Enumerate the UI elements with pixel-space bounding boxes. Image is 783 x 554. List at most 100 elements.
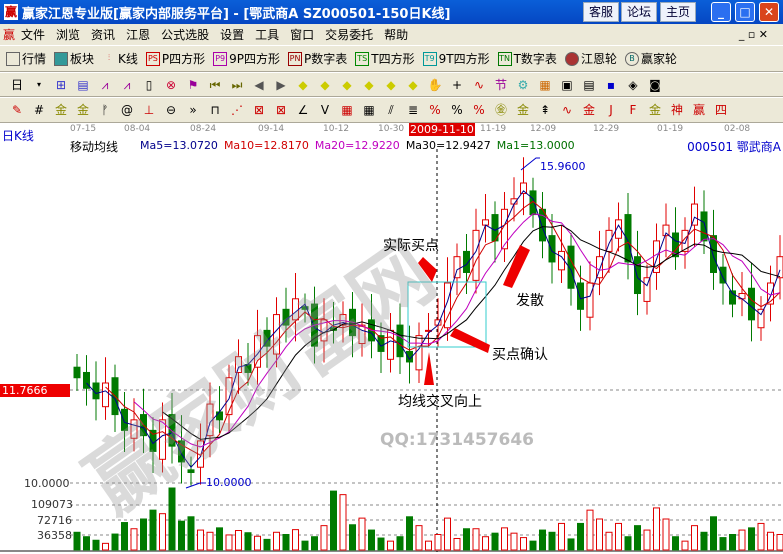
- table-icon[interactable]: ≣: [407, 103, 419, 117]
- gold-icon[interactable]: 金: [54, 103, 67, 117]
- mdi-controls-icon[interactable]: _ ▫ ✕: [738, 28, 768, 41]
- toolbar-9p-square[interactable]: P9 9P四方形: [213, 50, 280, 67]
- menu-tools[interactable]: 工具: [255, 28, 280, 42]
- chart3-icon[interactable]: ⩘: [101, 77, 109, 92]
- move-left-icon[interactable]: ◆: [298, 77, 308, 92]
- arrow-icon[interactable]: ⇞: [539, 103, 551, 117]
- circle-icon[interactable]: ⊖: [165, 103, 177, 117]
- move-right-icon[interactable]: ◆: [320, 77, 330, 92]
- volume-bar: [197, 529, 204, 551]
- last-icon[interactable]: ⏭: [231, 77, 243, 92]
- zoom-in-icon[interactable]: ◆: [342, 77, 352, 92]
- forum-button[interactable]: 论坛: [621, 2, 657, 22]
- report-icon[interactable]: ▤: [583, 77, 595, 92]
- toolbar-kline[interactable]: ⫶ K线: [102, 50, 138, 67]
- gold2-icon[interactable]: 金: [76, 103, 89, 117]
- angle-icon[interactable]: ∠: [297, 103, 309, 117]
- grid-icon[interactable]: ▦: [341, 103, 353, 117]
- toolbar-sector[interactable]: 板块: [54, 50, 94, 67]
- maximize-icon[interactable]: □: [735, 2, 755, 22]
- box-icon[interactable]: ⊓: [210, 103, 220, 117]
- menu-gann[interactable]: 江恩: [126, 28, 151, 42]
- minimize-icon[interactable]: _: [711, 2, 731, 22]
- v-icon[interactable]: V: [320, 103, 330, 117]
- network-icon[interactable]: ◈: [628, 77, 638, 92]
- period-select[interactable]: 日: [10, 77, 23, 92]
- save-icon[interactable]: ▪: [606, 77, 616, 92]
- calculator-icon[interactable]: ▣: [561, 77, 573, 92]
- line-icon[interactable]: ∿: [473, 77, 485, 92]
- toolbar-t-square[interactable]: TS T四方形: [355, 50, 415, 67]
- cycle-icon[interactable]: ⚙: [517, 77, 529, 92]
- notes-icon[interactable]: ▤: [77, 77, 89, 92]
- grid2-icon[interactable]: ▦: [363, 103, 375, 117]
- volume-bar: [767, 531, 774, 551]
- expand-icon[interactable]: ◆: [386, 77, 396, 92]
- candle-body: [339, 314, 347, 326]
- kline-chart[interactable]: [0, 137, 783, 554]
- menu-formula[interactable]: 公式选股: [161, 28, 210, 42]
- gann-icon[interactable]: ⊗: [165, 77, 177, 92]
- gold-lines-icon[interactable]: 金: [516, 103, 529, 117]
- flag-icon[interactable]: ⚑: [187, 77, 199, 92]
- candle-body: [558, 250, 565, 271]
- toolbar-p-square[interactable]: PS P四方形: [145, 50, 205, 67]
- hand-icon[interactable]: ✋: [427, 77, 443, 92]
- gold-red-icon[interactable]: 金: [582, 103, 595, 117]
- menu-info[interactable]: 资讯: [91, 28, 116, 42]
- gann-box-icon[interactable]: ⊠: [253, 103, 265, 117]
- toolbar-gann-wheel[interactable]: 江恩轮: [564, 50, 617, 67]
- prev-icon[interactable]: ◀: [254, 77, 264, 92]
- node-icon[interactable]: 节: [494, 77, 507, 92]
- label: 江恩轮: [580, 52, 617, 66]
- calendar-icon[interactable]: ▦: [539, 77, 551, 92]
- volume-bar: [463, 528, 470, 551]
- percent-lines-icon[interactable]: %: [473, 103, 485, 117]
- gold-circle-icon[interactable]: ㊎: [494, 103, 507, 117]
- four-icon[interactable]: 四: [714, 103, 727, 117]
- gann-fan-icon[interactable]: ⋰: [231, 103, 243, 117]
- wave-icon[interactable]: ∿: [561, 103, 573, 117]
- pen-icon[interactable]: ✎: [11, 103, 23, 117]
- menu-window[interactable]: 窗口: [290, 28, 315, 42]
- ruler-icon[interactable]: ⊥: [143, 103, 155, 117]
- connect-icon[interactable]: ◙: [649, 77, 661, 92]
- winner-icon[interactable]: 赢: [692, 103, 705, 117]
- crosshair-icon[interactable]: +: [451, 77, 463, 92]
- spiral-icon[interactable]: @: [121, 103, 133, 117]
- menu-browse[interactable]: 浏览: [56, 28, 81, 42]
- candle-type-icon[interactable]: ▯: [145, 77, 153, 92]
- menu-help[interactable]: 帮助: [384, 28, 409, 42]
- first-icon[interactable]: ⏮: [209, 77, 221, 92]
- zoom-out-icon[interactable]: ◆: [364, 77, 374, 92]
- date-tick: 08-04: [124, 124, 151, 134]
- parallel-icon[interactable]: #: [33, 103, 45, 117]
- menu-trade[interactable]: 交易委托: [325, 28, 374, 42]
- f-icon[interactable]: F: [629, 103, 637, 117]
- toolbar-t-table[interactable]: TN T数字表: [497, 50, 557, 67]
- channel-icon[interactable]: ⫽: [388, 103, 394, 117]
- fan-icon[interactable]: ᚠ: [101, 103, 109, 117]
- gann-grid-icon[interactable]: ⊠: [275, 103, 287, 117]
- close-icon[interactable]: ✕: [759, 2, 779, 22]
- chart9-icon[interactable]: ⩘: [123, 77, 131, 92]
- toolbar-winner-wheel[interactable]: B 赢家轮: [624, 50, 677, 67]
- window-icon[interactable]: ⊞: [55, 77, 67, 92]
- percent-icon[interactable]: %: [451, 103, 463, 117]
- homepage-button[interactable]: 主页: [660, 2, 696, 22]
- percent-line-icon[interactable]: %: [429, 103, 441, 117]
- toolbar-p-table[interactable]: PN P数字表: [288, 50, 347, 67]
- menu-file[interactable]: 文件: [21, 28, 46, 42]
- chevron-down-icon[interactable]: ▾: [36, 79, 41, 89]
- menu-settings[interactable]: 设置: [220, 28, 245, 42]
- next-icon[interactable]: ▶: [276, 77, 286, 92]
- shrink-icon[interactable]: ◆: [408, 77, 418, 92]
- service-button[interactable]: 客服: [583, 2, 619, 22]
- more-icon[interactable]: »: [189, 103, 197, 117]
- toolbar-9t-square[interactable]: T9 9T四方形: [422, 50, 490, 67]
- j-icon[interactable]: J: [609, 103, 613, 117]
- indicator-name: 移动均线: [70, 140, 119, 154]
- god-icon[interactable]: 神: [670, 103, 683, 117]
- gold-fan-icon[interactable]: 金: [648, 103, 661, 117]
- toolbar-quotes[interactable]: 行情: [6, 50, 46, 67]
